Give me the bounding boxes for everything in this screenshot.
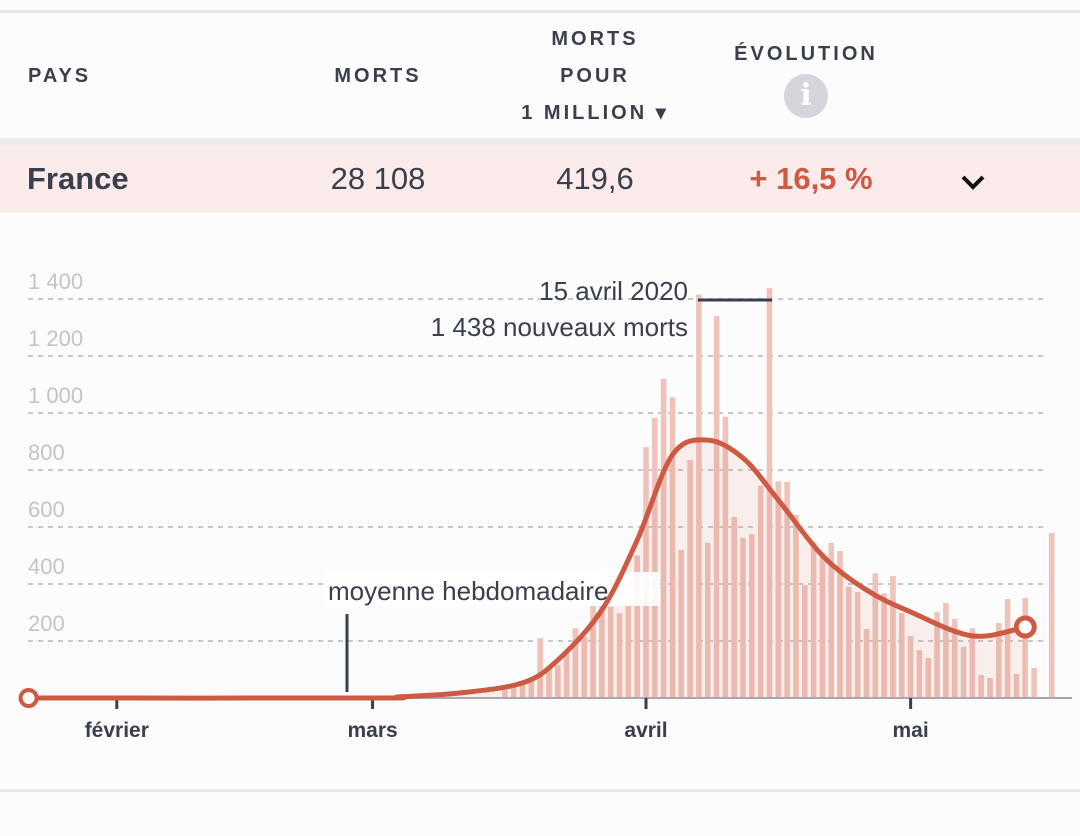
header-divider bbox=[0, 138, 1080, 145]
daily-bar bbox=[634, 555, 640, 698]
daily-bar bbox=[1013, 674, 1020, 698]
daily-bar bbox=[687, 460, 693, 698]
daily-bar bbox=[1031, 668, 1037, 698]
daily-bar bbox=[881, 593, 887, 698]
daily-bar bbox=[819, 553, 826, 698]
daily-bar bbox=[801, 585, 808, 698]
daily-bar bbox=[810, 542, 817, 698]
daily-bar bbox=[713, 316, 720, 698]
x-tick-label: mars bbox=[347, 719, 397, 742]
country-name: France bbox=[27, 161, 129, 196]
chevron-down-icon[interactable] bbox=[958, 145, 988, 240]
daily-bar bbox=[784, 481, 790, 698]
daily-bar bbox=[546, 667, 552, 698]
daily-bar bbox=[828, 542, 835, 698]
daily-bar bbox=[599, 605, 605, 698]
daily-bar bbox=[1004, 599, 1011, 698]
daily-bar bbox=[907, 635, 914, 698]
daily-bar bbox=[502, 690, 508, 698]
daily-bar bbox=[731, 517, 737, 698]
y-tick-label: 200 bbox=[28, 611, 65, 636]
daily-bar bbox=[1048, 532, 1055, 698]
top-divider bbox=[0, 10, 1080, 13]
daily-bar bbox=[766, 288, 773, 698]
daily-bar bbox=[704, 542, 711, 698]
weekly-average-line bbox=[26, 437, 1028, 701]
daily-bar bbox=[775, 481, 782, 698]
daily-bar bbox=[749, 534, 755, 698]
y-tick-label: 800 bbox=[28, 440, 65, 465]
daily-bar bbox=[943, 603, 949, 698]
daily-bar bbox=[678, 549, 685, 698]
line-start-marker bbox=[18, 688, 39, 708]
daily-bar bbox=[890, 576, 896, 698]
daily-bar bbox=[537, 638, 543, 698]
daily-bar bbox=[987, 678, 993, 698]
daily-bar bbox=[563, 653, 570, 698]
x-tick-label: mai bbox=[893, 719, 929, 742]
daily-bar bbox=[978, 674, 984, 698]
daily-bar bbox=[616, 613, 623, 698]
daily-bar bbox=[846, 586, 852, 698]
daily-bar bbox=[854, 591, 861, 698]
daily-bar bbox=[872, 573, 879, 698]
daily-bar bbox=[757, 485, 764, 698]
table-row-france[interactable]: France 28 108 419,6 + 16,5 % bbox=[0, 145, 1080, 213]
info-icon[interactable]: i bbox=[784, 74, 828, 118]
daily-bar bbox=[581, 636, 588, 698]
daily-bar bbox=[863, 629, 870, 698]
highlight-value: 1 438 nouveaux morts bbox=[431, 312, 688, 342]
highlight-date: 15 avril 2020 bbox=[539, 276, 688, 306]
daily-bar bbox=[519, 683, 526, 698]
daily-bar bbox=[898, 613, 905, 698]
daily-bar bbox=[1022, 597, 1029, 698]
column-header-morts[interactable]: MORTS bbox=[334, 65, 422, 87]
daily-bar bbox=[916, 650, 923, 698]
y-tick-label: 1 000 bbox=[28, 383, 83, 408]
column-header-pays[interactable]: PAYS bbox=[28, 65, 92, 87]
evolution-value: + 16,5 % bbox=[749, 161, 873, 196]
y-tick-label: 1 400 bbox=[28, 269, 83, 294]
bottom-divider bbox=[0, 789, 1080, 792]
header-line-2: POUR bbox=[560, 65, 630, 87]
daily-bar bbox=[934, 612, 940, 698]
daily-bar bbox=[625, 605, 632, 698]
daily-bar bbox=[951, 619, 958, 698]
average-area bbox=[28, 439, 1026, 699]
daily-bar bbox=[837, 550, 843, 698]
average-label-bg bbox=[324, 572, 660, 606]
x-tick-label: février bbox=[85, 719, 149, 742]
y-tick-label: 600 bbox=[28, 497, 65, 522]
daily-bar bbox=[572, 628, 579, 698]
daily-bar bbox=[969, 628, 976, 698]
y-tick-label: 1 200 bbox=[28, 326, 83, 351]
daily-bar bbox=[660, 378, 667, 698]
daily-bar bbox=[555, 665, 561, 698]
average-label: moyenne hebdomadaire bbox=[328, 576, 608, 606]
daily-bar bbox=[960, 646, 967, 698]
daily-bar bbox=[722, 416, 729, 698]
per-million-value: 419,6 bbox=[556, 161, 634, 196]
daily-bar bbox=[740, 537, 746, 698]
column-header-evolution[interactable]: ÉVOLUTION bbox=[734, 43, 878, 65]
daily-bar bbox=[528, 680, 535, 698]
daily-bar bbox=[652, 417, 658, 698]
daily-bar bbox=[510, 686, 517, 698]
daily-bar bbox=[925, 658, 932, 698]
daily-bar bbox=[669, 397, 676, 698]
deaths-value: 28 108 bbox=[330, 161, 426, 196]
header-line-3: 1 MILLION ▾ bbox=[521, 102, 669, 124]
daily-bar bbox=[996, 623, 1002, 698]
line-end-marker bbox=[1013, 615, 1037, 639]
daily-bar bbox=[590, 605, 596, 698]
daily-bar bbox=[793, 515, 799, 698]
header-line-1: MORTS bbox=[551, 28, 639, 50]
daily-bar bbox=[607, 606, 614, 698]
y-tick-label: 400 bbox=[28, 554, 65, 579]
x-tick-label: avril bbox=[624, 719, 667, 742]
daily-bar bbox=[696, 294, 702, 698]
